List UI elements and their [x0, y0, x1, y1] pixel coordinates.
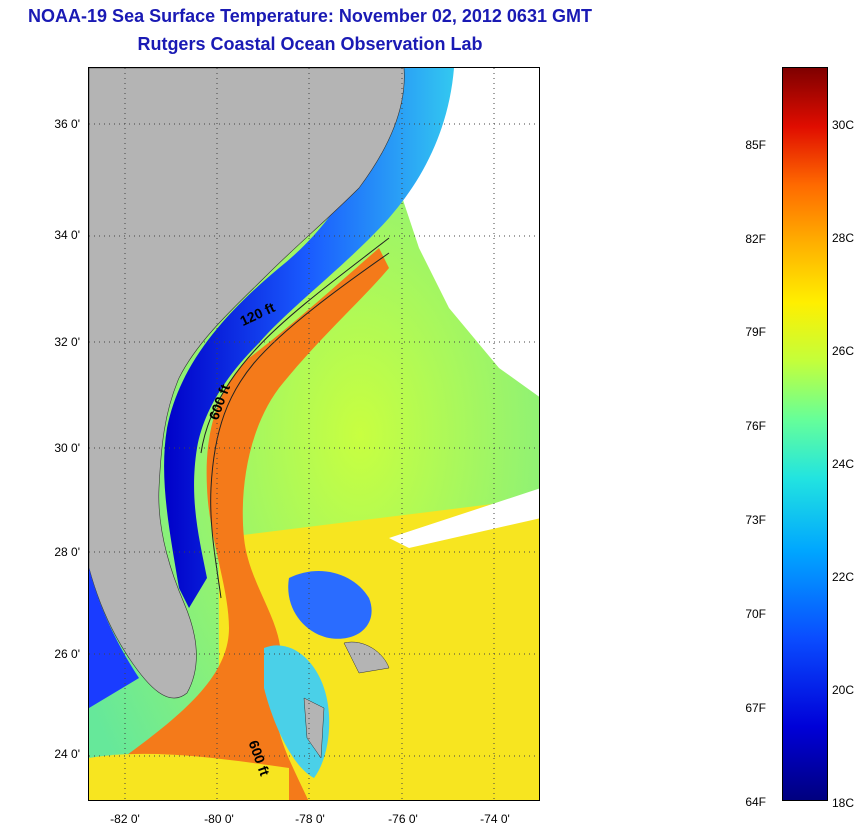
map-subtitle: Rutgers Coastal Ocean Observation Lab: [137, 34, 483, 54]
lat-tick: 36 0': [54, 117, 80, 131]
colorbar-c-label: 20C: [832, 683, 855, 697]
lat-tick: 28 0': [54, 545, 80, 559]
colorbar-c-label: 18C: [832, 796, 855, 810]
temperature-colorbar: [782, 67, 828, 801]
colorbar-f-label: 79F: [745, 325, 766, 339]
colorbar-f-label: 70F: [745, 607, 766, 621]
colorbar-f-label: 73F: [745, 513, 766, 527]
colorbar-c-label: 26C: [832, 344, 855, 358]
colorbar-f-label: 82F: [745, 232, 766, 246]
continental-shelf: [164, 68, 454, 608]
colorbar-c-label: 24C: [832, 457, 855, 471]
colorbar-c-label: 28C: [832, 231, 855, 245]
contour-600ft: [210, 252, 390, 599]
lon-tick: -80 0': [204, 812, 234, 826]
colorbar-f-label: 85F: [745, 138, 766, 152]
sst-map-graphic: [89, 68, 539, 800]
lon-tick: -82 0': [110, 812, 140, 826]
west-florida-shelf: [89, 568, 139, 708]
contour-120ft: [200, 237, 390, 454]
southeast-us-land: [89, 68, 405, 699]
lat-tick: 34 0': [54, 228, 80, 242]
lat-tick: 26 0': [54, 647, 80, 661]
colorbar-c-label: 30C: [832, 118, 855, 132]
lon-tick: -78 0': [295, 812, 325, 826]
cloud-band: [389, 488, 539, 548]
little-bahama-bank: [288, 570, 372, 639]
colorbar-f-label: 67F: [745, 701, 766, 715]
grand-bahama-island: [343, 641, 390, 674]
gulf-stream: [109, 248, 389, 800]
colorbar-f-label: 64F: [745, 795, 766, 809]
lon-tick: -74 0': [480, 812, 510, 826]
lat-tick: 24 0': [54, 747, 80, 761]
lon-tick: -76 0': [388, 812, 418, 826]
lat-tick: 32 0': [54, 335, 80, 349]
map-title: NOAA-19 Sea Surface Temperature: Novembe…: [28, 6, 592, 26]
colorbar-c-label: 22C: [832, 570, 855, 584]
colorbar-f-label: 76F: [745, 419, 766, 433]
lat-tick: 30 0': [54, 441, 80, 455]
sst-map: 120 ft 600 ft 600 ft: [88, 67, 540, 801]
florida-straits-south: [89, 753, 289, 800]
